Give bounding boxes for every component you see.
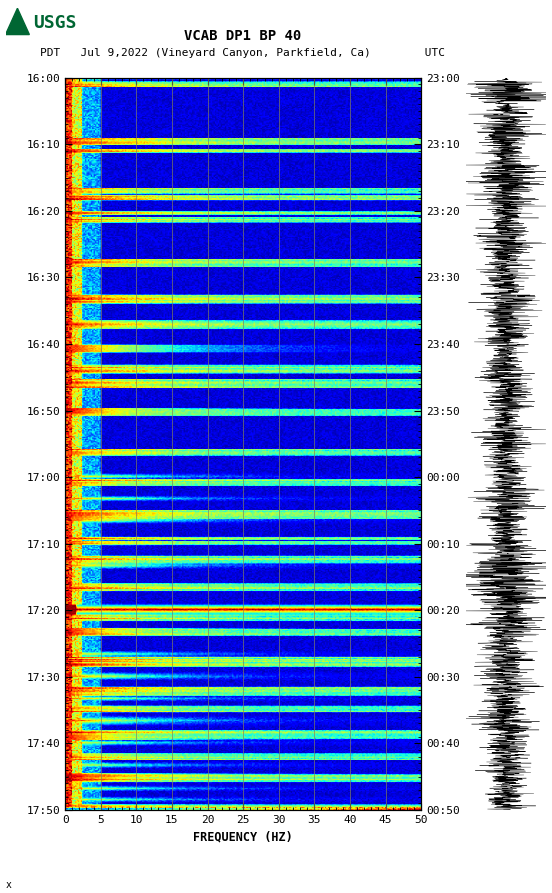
Text: USGS: USGS	[33, 14, 77, 32]
Polygon shape	[6, 8, 29, 35]
X-axis label: FREQUENCY (HZ): FREQUENCY (HZ)	[193, 830, 293, 843]
Text: x: x	[6, 880, 12, 889]
Text: PDT   Jul 9,2022 (Vineyard Canyon, Parkfield, Ca)        UTC: PDT Jul 9,2022 (Vineyard Canyon, Parkfie…	[40, 47, 445, 58]
Text: VCAB DP1 BP 40: VCAB DP1 BP 40	[184, 29, 301, 43]
